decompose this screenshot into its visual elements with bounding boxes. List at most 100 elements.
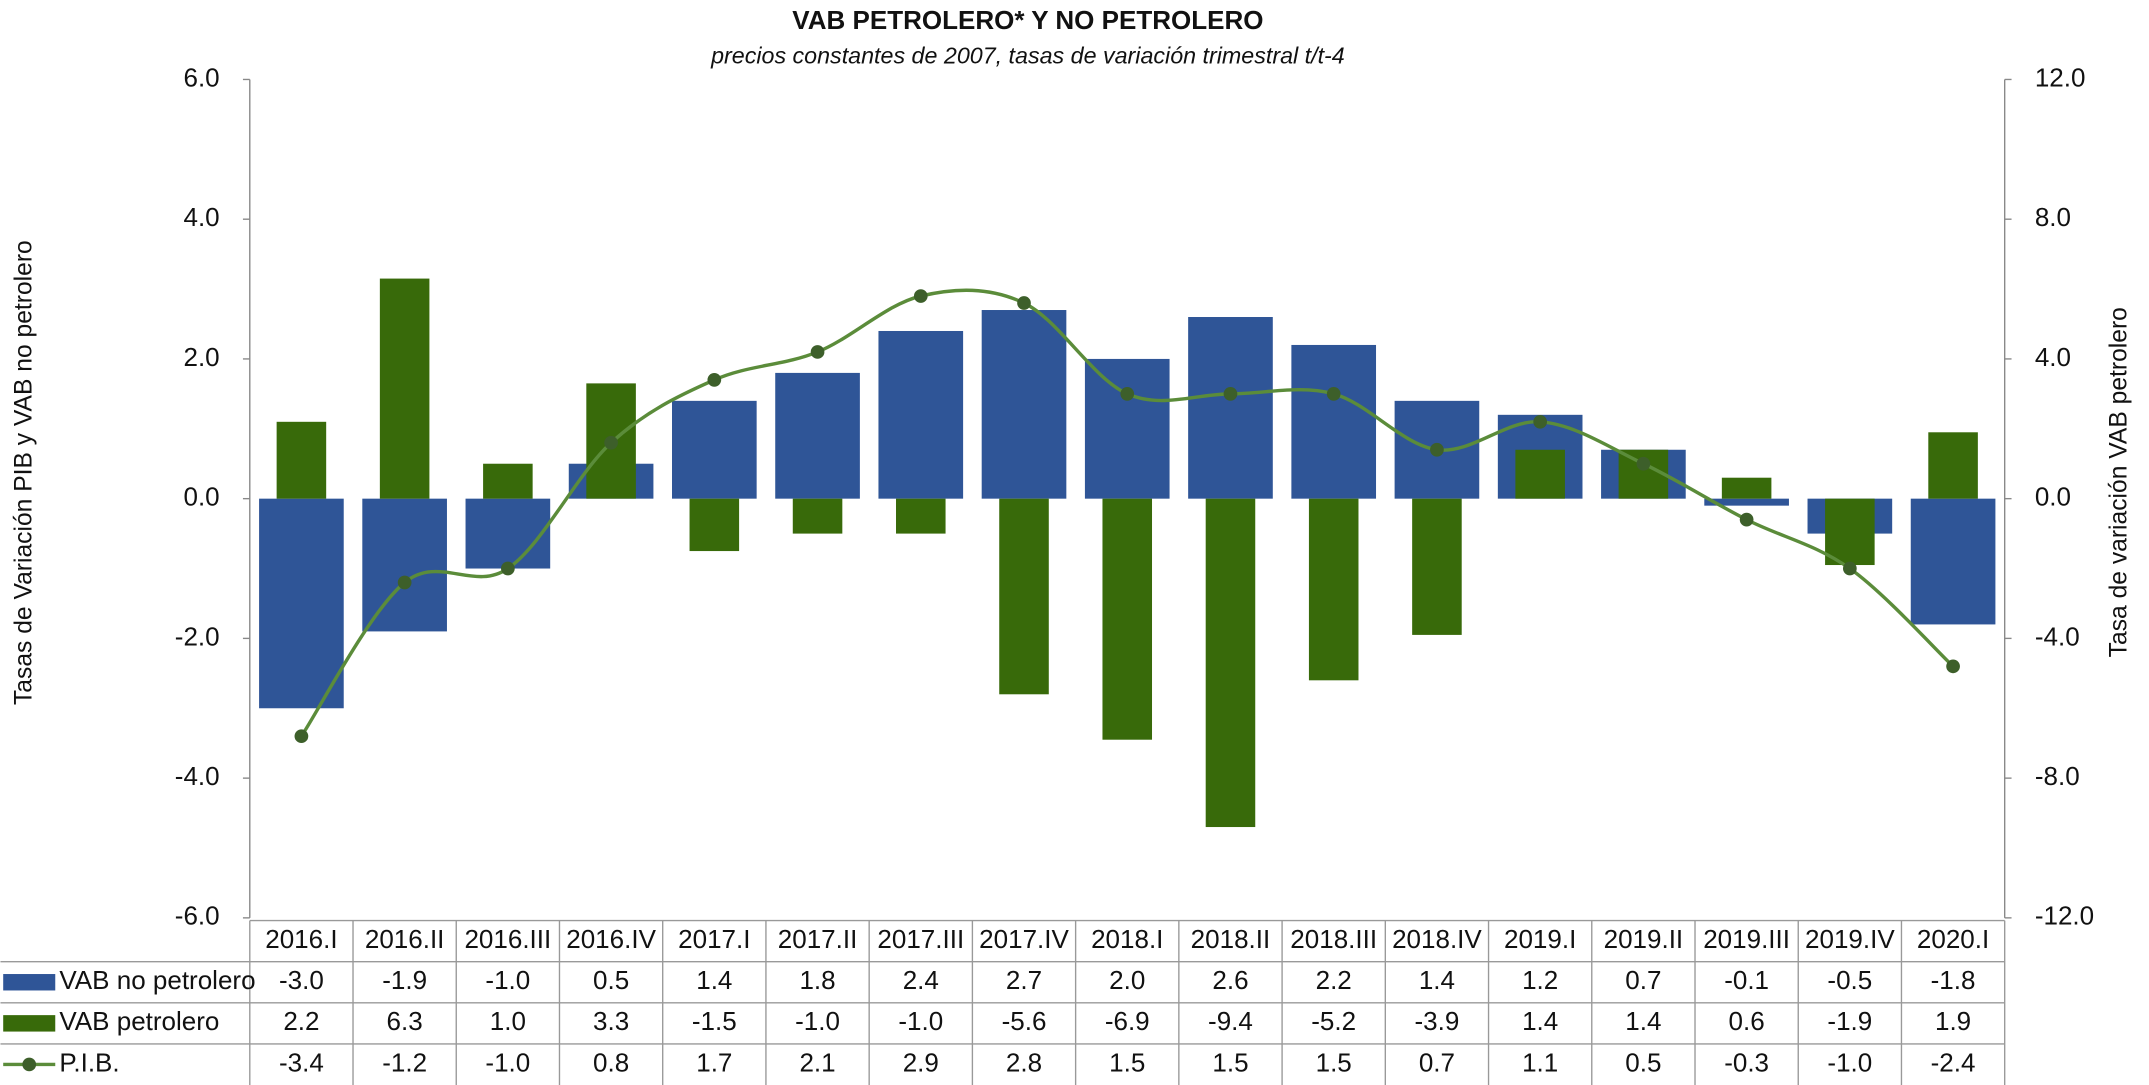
x-tick-label: 2018.III <box>1290 924 1377 954</box>
x-tick-label: 2020.I <box>1917 924 1989 954</box>
table-value: 0.5 <box>1625 1047 1661 1077</box>
bar <box>981 310 1067 499</box>
table-value: 0.7 <box>1625 965 1661 995</box>
bar <box>1308 498 1359 681</box>
bar <box>1928 432 1978 499</box>
y-tick-label: -6.0 <box>175 901 220 931</box>
y-axis-label: Tasas de Variación PIB y VAB no petroler… <box>11 240 38 705</box>
x-tick-label: 2016.I <box>265 924 337 954</box>
bar <box>1515 449 1565 499</box>
table-value: -6.9 <box>1105 1006 1150 1036</box>
x-tick-label: 2016.IV <box>566 924 656 954</box>
legend-label: VAB no petrolero <box>59 965 255 995</box>
table-value: 1.7 <box>696 1047 732 1077</box>
y2-tick-label: -12.0 <box>2035 901 2094 931</box>
line-marker <box>1533 414 1548 429</box>
line-marker <box>1120 387 1135 401</box>
legend-swatch <box>22 1057 37 1072</box>
line-marker <box>1017 296 1031 310</box>
line-marker <box>913 289 928 303</box>
table-value: 2.1 <box>799 1047 835 1077</box>
bar <box>1205 498 1256 828</box>
y-tick-label: 4.0 <box>183 202 219 232</box>
legend-label: VAB petrolero <box>59 1006 219 1036</box>
bar <box>689 498 740 552</box>
x-tick-label: 2016.III <box>464 924 551 954</box>
legend-swatch <box>3 974 56 991</box>
chart-subtitle: precios constantes de 2007, tasas de var… <box>710 43 1345 69</box>
table-value: -5.2 <box>1311 1006 1356 1036</box>
table-value: -0.3 <box>1724 1047 1769 1077</box>
bar <box>1910 498 1996 625</box>
table-value: -0.1 <box>1724 965 1769 995</box>
table-value: -1.2 <box>382 1047 427 1077</box>
line-marker <box>1430 442 1444 457</box>
line-marker <box>604 435 618 450</box>
x-tick-label: 2019.I <box>1504 924 1576 954</box>
bar <box>1291 344 1377 499</box>
y-tick-label: 6.0 <box>183 62 219 92</box>
x-tick-label: 2019.III <box>1703 924 1790 954</box>
table-value: -1.0 <box>1827 1047 1872 1077</box>
table-value: 1.5 <box>1109 1047 1145 1077</box>
table-value: 1.8 <box>799 965 835 995</box>
line <box>299 288 1955 738</box>
y2-tick-label: -4.0 <box>2035 621 2080 651</box>
line-marker <box>1223 387 1238 401</box>
line-marker <box>1946 659 1960 674</box>
y2-tick-label: -8.0 <box>2035 761 2080 791</box>
chart-title: VAB PETROLERO* Y NO PETROLERO <box>792 5 1263 35</box>
bar <box>1825 498 1875 566</box>
bar <box>1102 498 1153 740</box>
bar <box>878 330 964 499</box>
table-value: -2.4 <box>1931 1047 1976 1077</box>
line-marker <box>1636 456 1651 471</box>
y-tick-label: -2.0 <box>175 621 220 651</box>
y2-tick-label: 4.0 <box>2035 342 2071 372</box>
table-value: -1.8 <box>1931 965 1976 995</box>
bar <box>999 498 1049 695</box>
table-value: 2.9 <box>903 1047 939 1077</box>
table-value: -1.5 <box>692 1006 737 1036</box>
table-value: -9.4 <box>1208 1006 1253 1036</box>
table-value: 1.4 <box>1419 965 1455 995</box>
y2-axis-label: Tasa de variación VAB petrolero <box>2105 307 2132 657</box>
line-marker <box>1326 387 1341 401</box>
legend-swatch <box>3 1015 56 1032</box>
table-value: -5.6 <box>1002 1006 1047 1036</box>
line-marker <box>1843 561 1857 576</box>
x-tick-label: 2017.I <box>678 924 750 954</box>
table-value: -1.0 <box>485 965 530 995</box>
x-tick-label: 2019.II <box>1604 924 1684 954</box>
table-value: 2.2 <box>283 1006 319 1036</box>
bar <box>1188 317 1273 499</box>
line-marker <box>810 345 825 359</box>
table-value: 1.4 <box>1625 1006 1661 1036</box>
x-tick-label: 2017.III <box>877 924 964 954</box>
table-value: -1.9 <box>382 965 427 995</box>
bar <box>362 498 447 632</box>
x-tick-label: 2018.I <box>1091 924 1163 954</box>
y2-tick-label: 12.0 <box>2035 62 2086 92</box>
table-value: -1.0 <box>795 1006 840 1036</box>
bar <box>672 400 757 499</box>
bar <box>1084 358 1170 499</box>
table-value: -0.5 <box>1827 965 1872 995</box>
table-value: -1.9 <box>1827 1006 1872 1036</box>
bar <box>896 498 946 534</box>
bar <box>775 372 860 499</box>
table-value: 0.5 <box>593 965 629 995</box>
bar <box>465 498 551 569</box>
table-value: -3.4 <box>279 1047 324 1077</box>
table-value: 1.4 <box>696 965 732 995</box>
table-value: 2.7 <box>1006 965 1042 995</box>
table-value: 2.2 <box>1316 965 1352 995</box>
table-value: -3.9 <box>1415 1006 1460 1036</box>
table-value: 1.4 <box>1522 1006 1558 1036</box>
x-tick-label: 2017.II <box>778 924 858 954</box>
table-value: -3.0 <box>279 965 324 995</box>
table-value: 1.2 <box>1522 965 1558 995</box>
bar <box>259 498 344 709</box>
table-value: 2.6 <box>1212 965 1248 995</box>
